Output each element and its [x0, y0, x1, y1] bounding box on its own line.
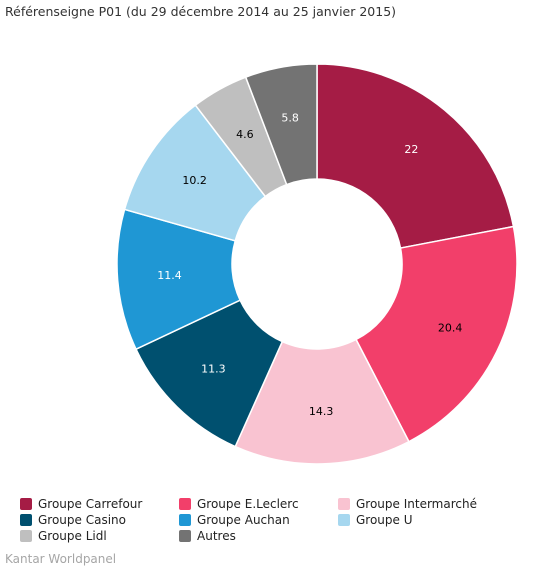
- value-label: 20.4: [438, 322, 463, 335]
- value-label: 4.6: [236, 128, 254, 141]
- value-label: 14.3: [309, 405, 334, 418]
- legend: Groupe Carrefour Groupe E.Leclerc Groupe I…: [20, 496, 520, 543]
- slice-groupe-intermarch-: [234, 338, 410, 465]
- value-label: 11.4: [157, 269, 182, 282]
- legend-item[interactable]: Autres: [179, 528, 338, 543]
- slice-groupe-auchan: [116, 208, 242, 351]
- legend-swatch: [179, 497, 191, 510]
- legend-label: Groupe Lidl: [38, 528, 107, 543]
- slice-groupe-carrefour: [316, 63, 515, 249]
- legend-label: Groupe Casino: [38, 512, 126, 527]
- legend-label: Groupe Carrefour: [38, 496, 143, 511]
- legend-swatch: [20, 529, 32, 542]
- legend-swatch: [338, 497, 350, 510]
- legend-item[interactable]: Groupe Auchan: [179, 512, 338, 527]
- slice-groupe-casino: [135, 299, 284, 448]
- donut-value-labels: 22 20.4 14.3 11.3 11.4 10.2 4.6 5.8: [157, 111, 462, 417]
- legend-label: Groupe E.Leclerc: [197, 496, 299, 511]
- value-label: 22: [404, 143, 418, 156]
- legend-item[interactable]: Groupe U: [338, 512, 508, 527]
- chart-title: Référenseigne P01 (du 29 décembre 2014 a…: [5, 4, 397, 19]
- legend-swatch: [20, 513, 32, 526]
- legend-label: Autres: [197, 528, 236, 543]
- legend-label: Groupe U: [356, 512, 413, 527]
- value-label: 5.8: [281, 111, 299, 124]
- source-credit: Kantar Worldpanel: [5, 552, 117, 566]
- donut-chart: 22 20.4 14.3 11.3 11.4 10.2 4.6 5.8: [116, 63, 518, 465]
- donut-slices: [116, 63, 518, 465]
- value-label: 11.3: [201, 363, 226, 376]
- legend-swatch: [20, 497, 32, 510]
- legend-swatch: [338, 513, 350, 526]
- legend-swatch: [179, 513, 191, 526]
- slice-groupe-e-leclerc: [355, 225, 518, 443]
- legend-label: Groupe Auchan: [197, 512, 290, 527]
- legend-swatch: [179, 529, 191, 542]
- value-label: 10.2: [182, 174, 207, 187]
- slice-autres: [244, 63, 318, 186]
- legend-item[interactable]: Groupe Intermarché: [338, 496, 508, 511]
- legend-item[interactable]: Groupe Lidl: [20, 528, 179, 543]
- legend-item[interactable]: Groupe E.Leclerc: [179, 496, 338, 511]
- legend-label: Groupe Intermarché: [356, 496, 477, 511]
- legend-item[interactable]: Groupe Carrefour: [20, 496, 179, 511]
- legend-item[interactable]: Groupe Casino: [20, 512, 179, 527]
